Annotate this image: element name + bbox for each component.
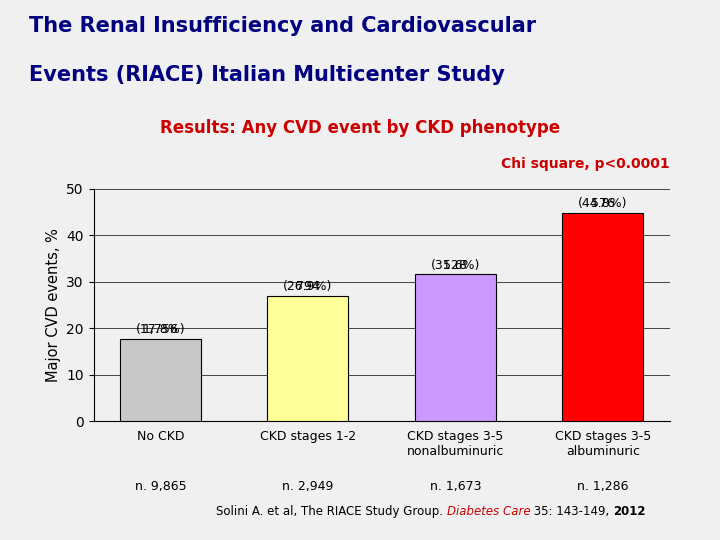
Text: n. 2,949: n. 2,949 <box>282 480 333 492</box>
Text: (31.6%): (31.6%) <box>431 244 480 272</box>
Text: (17.8%): (17.8%) <box>135 308 185 336</box>
Text: n. 1,286: n. 1,286 <box>577 480 629 492</box>
Text: 576: 576 <box>591 197 615 211</box>
Text: Chi square, p<0.0001: Chi square, p<0.0001 <box>501 157 670 171</box>
Bar <box>562 213 644 421</box>
Text: (26.9%): (26.9%) <box>283 266 333 294</box>
Text: Solini A. et al, The RIACE Study Group.: Solini A. et al, The RIACE Study Group. <box>216 505 446 518</box>
Text: 1,756: 1,756 <box>143 323 179 336</box>
Text: 2012: 2012 <box>613 505 646 518</box>
Text: Results: Any CVD event by CKD phenotype: Results: Any CVD event by CKD phenotype <box>160 119 560 137</box>
Y-axis label: Major CVD events, %: Major CVD events, % <box>45 228 60 382</box>
Text: 794: 794 <box>296 280 320 294</box>
Bar <box>120 339 201 421</box>
Bar <box>267 296 348 421</box>
Text: Diabetes Care: Diabetes Care <box>446 505 531 518</box>
Text: The Renal Insufficiency and Cardiovascular: The Renal Insufficiency and Cardiovascul… <box>29 16 536 36</box>
Bar <box>415 274 496 421</box>
Text: 35: 143-149,: 35: 143-149, <box>531 505 613 518</box>
Text: 528: 528 <box>444 259 467 272</box>
Text: Events (RIACE) Italian Multicenter Study: Events (RIACE) Italian Multicenter Study <box>29 65 505 85</box>
Text: n. 1,673: n. 1,673 <box>430 480 481 492</box>
Text: (44.8%): (44.8%) <box>578 183 628 211</box>
Text: n. 9,865: n. 9,865 <box>135 480 186 492</box>
